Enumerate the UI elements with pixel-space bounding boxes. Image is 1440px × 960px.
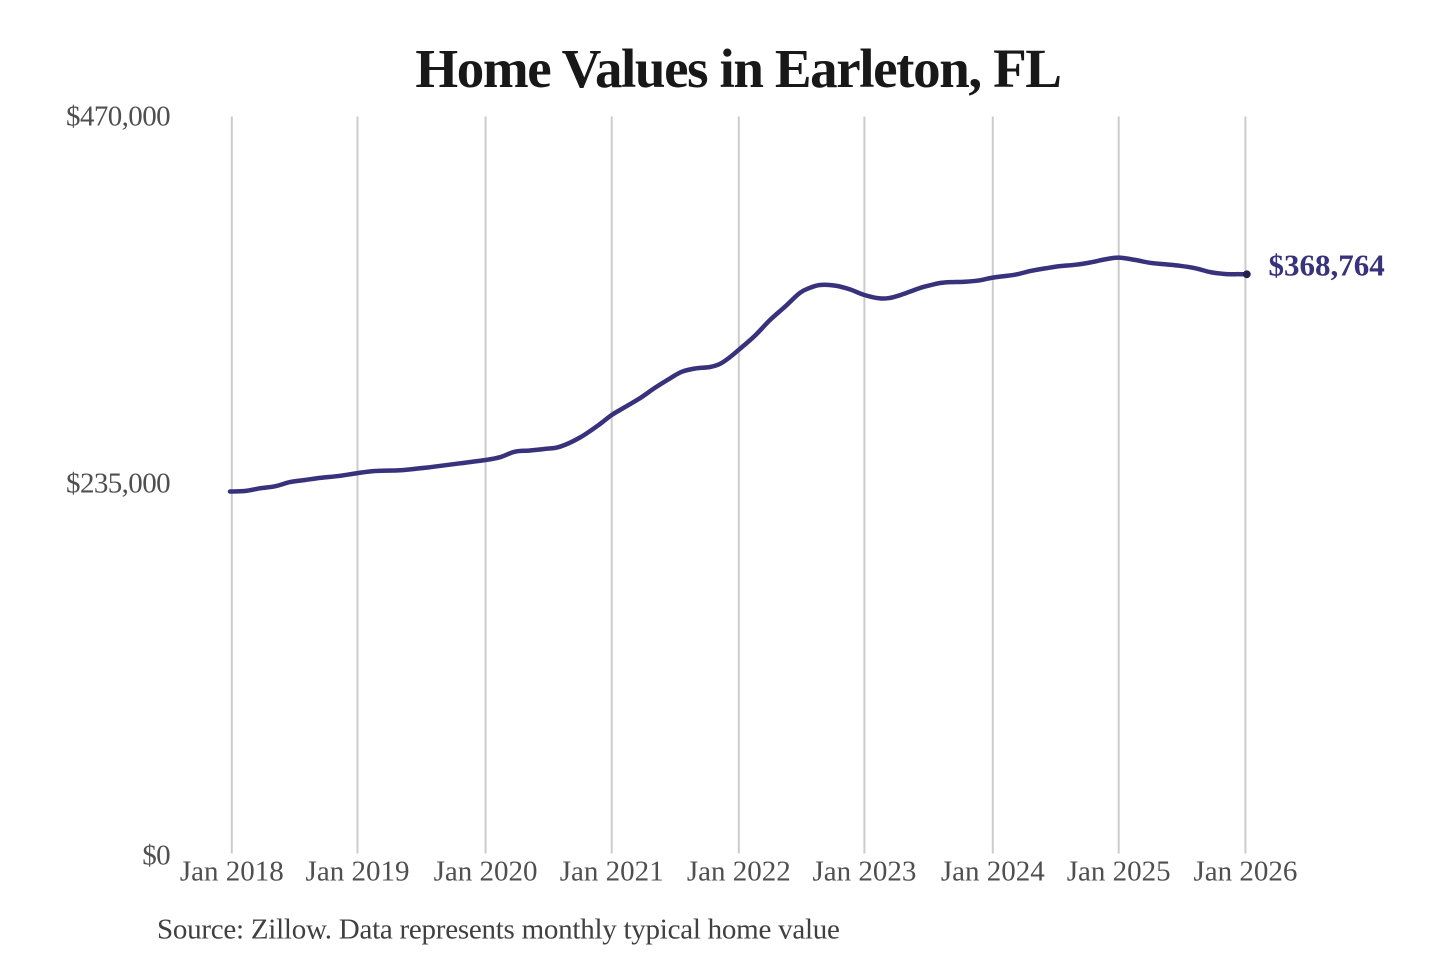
svg-text:Jan 2025: Jan 2025: [1067, 856, 1171, 888]
svg-text:$0: $0: [142, 840, 170, 872]
svg-text:Jan 2026: Jan 2026: [1193, 856, 1297, 888]
svg-text:Jan 2023: Jan 2023: [812, 856, 916, 888]
svg-text:Home Values in Earleton, FL: Home Values in Earleton, FL: [415, 38, 1060, 99]
svg-text:Jan 2020: Jan 2020: [434, 856, 538, 888]
svg-text:Jan 2024: Jan 2024: [941, 856, 1045, 888]
svg-text:$368,764: $368,764: [1269, 248, 1385, 283]
svg-text:Jan 2022: Jan 2022: [687, 856, 791, 888]
svg-text:Jan 2019: Jan 2019: [306, 856, 410, 888]
svg-text:Jan 2018: Jan 2018: [180, 856, 284, 888]
svg-text:$470,000: $470,000: [66, 101, 170, 133]
svg-text:$235,000: $235,000: [66, 468, 170, 500]
svg-text:Source: Zillow. Data represent: Source: Zillow. Data represents monthly …: [157, 914, 840, 946]
svg-text:Jan 2021: Jan 2021: [560, 856, 664, 888]
